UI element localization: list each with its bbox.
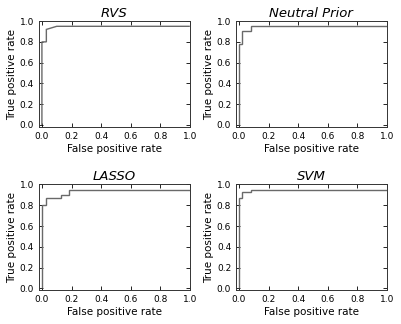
Y-axis label: True positive rate: True positive rate <box>204 192 214 283</box>
Title: RVS: RVS <box>101 7 128 20</box>
Y-axis label: True positive rate: True positive rate <box>7 192 17 283</box>
Y-axis label: True positive rate: True positive rate <box>204 29 214 120</box>
Title: SVM: SVM <box>297 170 326 183</box>
X-axis label: False positive rate: False positive rate <box>264 144 359 154</box>
Y-axis label: True positive rate: True positive rate <box>7 29 17 120</box>
X-axis label: False positive rate: False positive rate <box>67 307 162 317</box>
Title: LASSO: LASSO <box>93 170 136 183</box>
X-axis label: False positive rate: False positive rate <box>264 307 359 317</box>
X-axis label: False positive rate: False positive rate <box>67 144 162 154</box>
Title: Neutral Prior: Neutral Prior <box>269 7 353 20</box>
